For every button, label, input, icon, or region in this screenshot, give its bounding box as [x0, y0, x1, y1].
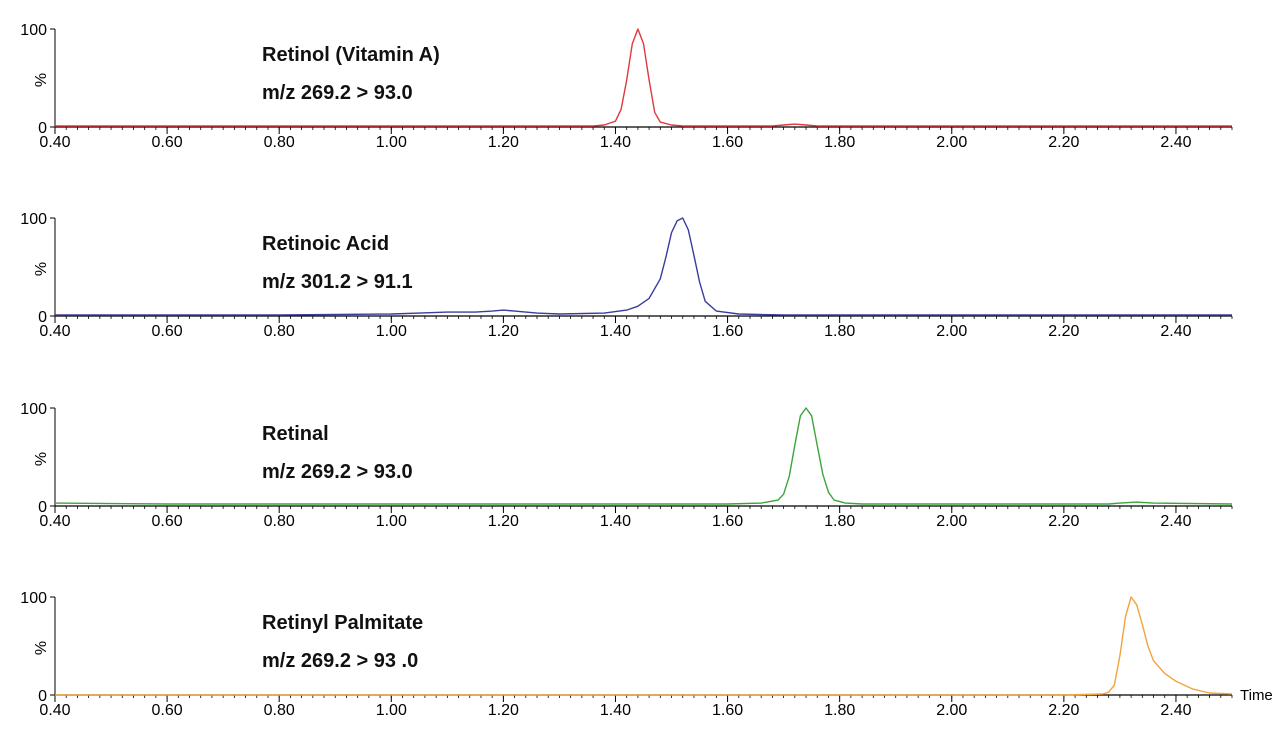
y-axis-label: % — [33, 262, 50, 276]
x-tick-label: 1.60 — [712, 323, 743, 340]
x-tick-label: 2.20 — [1048, 702, 1079, 719]
mz-transition-label: m/z 269.2 > 93.0 — [262, 461, 413, 483]
y-tick-label: 0 — [38, 499, 47, 516]
x-tick-label: 1.20 — [488, 323, 519, 340]
x-tick-label: 1.80 — [824, 134, 855, 151]
y-tick-label: 100 — [20, 590, 47, 607]
x-tick-label: 0.60 — [152, 323, 183, 340]
mz-transition-label: m/z 269.2 > 93.0 — [262, 82, 413, 104]
x-tick-label: 0.40 — [39, 513, 70, 530]
x-tick-label: 1.80 — [824, 702, 855, 719]
chromatogram-trace — [55, 596, 1233, 696]
x-tick-label: 0.60 — [152, 134, 183, 151]
x-tick-label: 0.60 — [152, 702, 183, 719]
x-tick-label: 0.40 — [39, 323, 70, 340]
compound-name-label: Retinyl Palmitate — [262, 612, 423, 634]
y-axis-label: % — [33, 73, 50, 87]
mz-transition-label: m/z 301.2 > 91.1 — [262, 271, 413, 293]
x-tick-label: 1.60 — [712, 513, 743, 530]
x-tick-label: 2.00 — [936, 134, 967, 151]
chromatogram-panel-1: 100 0% 0.40 0.60 0.80 1.00 1.20 1.40 1.60 1.80 2.0… — [20, 22, 1233, 151]
x-tick-label: 0.80 — [264, 134, 295, 151]
x-tick-label: 0.80 — [264, 513, 295, 530]
x-tick-label: 2.40 — [1160, 513, 1191, 530]
x-tick-label: 0.80 — [264, 323, 295, 340]
compound-name-label: Retinal — [262, 423, 329, 445]
x-tick-label: 1.60 — [712, 134, 743, 151]
chromatogram-panel-4: 100 0% 0.40 0.60 0.80 1.00 1.20 1.40 1.60 1.80 2.0… — [20, 590, 1272, 719]
x-tick-label: 1.20 — [488, 134, 519, 151]
chromatogram-trace — [55, 217, 1232, 316]
x-tick-label: 1.20 — [488, 702, 519, 719]
x-tick-label: 1.40 — [600, 323, 631, 340]
x-tick-label: 1.80 — [824, 323, 855, 340]
y-tick-label: 100 — [20, 211, 47, 228]
y-axis-label: % — [33, 641, 50, 655]
y-tick-label: 100 — [20, 22, 47, 39]
x-tick-label: 1.40 — [600, 513, 631, 530]
x-tick-label: 2.40 — [1160, 134, 1191, 151]
compound-name-label: Retinol (Vitamin A) — [262, 44, 440, 66]
x-tick-label: 2.00 — [936, 513, 967, 530]
x-axis-label: Time — [1240, 687, 1273, 704]
x-tick-label: 2.00 — [936, 702, 967, 719]
chromatogram-panel-3: 100 0% 0.40 0.60 0.80 1.00 1.20 1.40 1.60 1.80 2.0… — [20, 401, 1233, 530]
x-tick-label: 0.60 — [152, 513, 183, 530]
x-tick-label: 1.40 — [600, 702, 631, 719]
y-tick-label: 0 — [38, 120, 47, 137]
chromatogram-panel-2: 100 0% 0.40 0.60 0.80 1.00 1.20 1.40 1.60 1.80 2.0… — [20, 211, 1233, 340]
x-tick-label: 0.40 — [39, 134, 70, 151]
y-tick-label: 0 — [38, 309, 47, 326]
x-tick-label: 2.00 — [936, 323, 967, 340]
x-tick-label: 1.00 — [376, 134, 407, 151]
x-tick-label: 1.00 — [376, 323, 407, 340]
x-tick-label: 2.20 — [1048, 134, 1079, 151]
x-tick-label: 2.40 — [1160, 702, 1191, 719]
x-tick-label: 1.00 — [376, 702, 407, 719]
x-tick-label: 2.20 — [1048, 513, 1079, 530]
x-tick-label: 1.40 — [600, 134, 631, 151]
x-tick-label: 0.40 — [39, 702, 70, 719]
chromatogram-trace — [55, 28, 1232, 127]
x-tick-label: 1.60 — [712, 702, 743, 719]
compound-name-label: Retinoic Acid — [262, 233, 389, 255]
y-tick-label: 0 — [38, 688, 47, 705]
mz-transition-label: m/z 269.2 > 93 .0 — [262, 650, 418, 672]
x-tick-label: 1.20 — [488, 513, 519, 530]
x-tick-label: 2.40 — [1160, 323, 1191, 340]
y-axis-label: % — [33, 452, 50, 466]
x-tick-label: 1.00 — [376, 513, 407, 530]
chromatogram-trace — [54, 407, 1233, 505]
y-tick-label: 100 — [20, 401, 47, 418]
x-tick-label: 1.80 — [824, 513, 855, 530]
x-tick-label: 0.80 — [264, 702, 295, 719]
x-tick-label: 2.20 — [1048, 323, 1079, 340]
